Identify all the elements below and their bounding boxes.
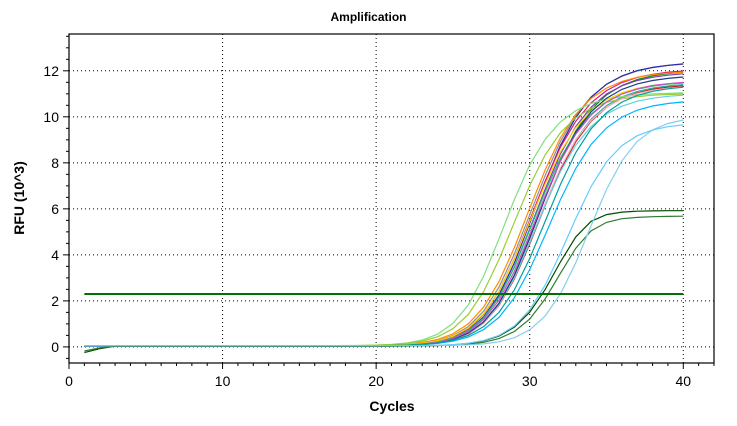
chart-title: Amplification <box>330 10 407 24</box>
y-tick-label: 2 <box>51 293 59 309</box>
y-tick-label: 8 <box>51 155 59 171</box>
series-layer <box>84 63 684 354</box>
series-line-11 <box>84 101 684 347</box>
series-line-19 <box>84 210 684 354</box>
x-tick-label: 40 <box>675 373 691 389</box>
y-tick-label: 6 <box>51 201 59 217</box>
y-tick-label: 0 <box>51 339 59 355</box>
series-line-7 <box>84 73 684 347</box>
y-tick-label: 10 <box>43 109 59 125</box>
series-line-17 <box>84 81 684 347</box>
x-axis-label: Cycles <box>369 398 414 414</box>
series-line-5 <box>84 84 684 347</box>
series-line-2 <box>84 63 684 347</box>
series-line-14 <box>84 82 684 347</box>
series-line-1 <box>84 63 684 347</box>
y-axis-label: RFU (10^3) <box>11 161 27 235</box>
series-line-18 <box>84 86 684 347</box>
series-line-22 <box>84 124 684 347</box>
x-tick-label: 0 <box>65 373 73 389</box>
series-line-21 <box>84 119 684 347</box>
x-tick-label: 20 <box>368 373 384 389</box>
x-tick-label: 30 <box>522 373 538 389</box>
axis-layer: 0 10 20 30 40 0 2 4 6 8 10 12 <box>43 33 715 389</box>
series-line-13 <box>84 82 684 347</box>
y-tick-label: 12 <box>43 63 59 79</box>
series-line-20 <box>84 215 684 352</box>
x-tick-label: 10 <box>215 373 231 389</box>
y-tick-label: 4 <box>51 247 59 263</box>
